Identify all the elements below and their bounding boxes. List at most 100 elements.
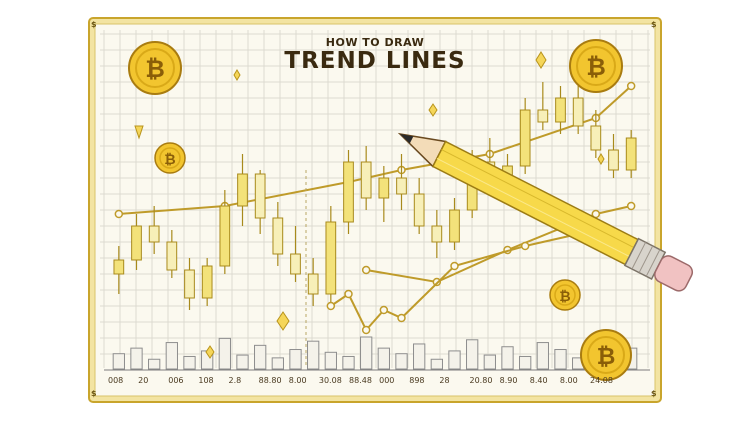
diamond-sparkle-icon bbox=[535, 51, 547, 69]
x-tick-label: 8.00 bbox=[559, 376, 578, 385]
volume-bar bbox=[395, 353, 408, 370]
subtitle-text: HOW TO DRAW bbox=[325, 36, 425, 49]
diamond-sparkle-icon bbox=[597, 153, 605, 165]
volume-bar bbox=[236, 354, 249, 370]
volume-bar bbox=[377, 347, 390, 370]
trendline-point bbox=[379, 305, 389, 315]
trendline-point bbox=[361, 265, 371, 275]
volume-bar bbox=[466, 339, 479, 370]
candle-body bbox=[272, 217, 284, 255]
candle-body bbox=[572, 97, 584, 127]
x-tick-label: 8.40 bbox=[529, 376, 548, 385]
candle-body bbox=[254, 173, 266, 219]
x-tick-label: 30.08 bbox=[318, 376, 342, 385]
candle-body bbox=[148, 225, 160, 243]
candle-body bbox=[360, 161, 372, 199]
volume-bar bbox=[360, 336, 373, 370]
candle-body bbox=[113, 259, 125, 275]
title-text: TREND LINES bbox=[284, 48, 466, 74]
trendline-point bbox=[361, 325, 371, 335]
x-tick-label: 88.48 bbox=[349, 376, 372, 385]
svg-text:₿: ₿ bbox=[164, 152, 175, 168]
svg-text:₿: ₿ bbox=[145, 55, 165, 83]
trendline-point bbox=[626, 81, 636, 91]
candle-body bbox=[378, 177, 390, 199]
candle-body bbox=[343, 161, 354, 223]
pencil-icon bbox=[397, 132, 667, 281]
x-tick-label: 006 bbox=[168, 376, 184, 385]
candle-body bbox=[131, 225, 142, 261]
bitcoin-coin-icon: ₿ bbox=[128, 41, 182, 95]
x-tick-label: 20 bbox=[138, 376, 149, 385]
volume-bar bbox=[183, 355, 196, 370]
volume-bar bbox=[218, 337, 231, 370]
volume-bar bbox=[413, 343, 426, 370]
x-tick-label: 20.80 bbox=[469, 376, 493, 385]
trendline bbox=[330, 233, 579, 332]
volume-bar bbox=[289, 349, 302, 370]
arrow-down-icon bbox=[134, 125, 144, 140]
volume-bar bbox=[519, 355, 532, 370]
diamond-sparkle-icon bbox=[205, 345, 215, 359]
x-tick-label: 898 bbox=[409, 376, 425, 385]
trendline-point bbox=[326, 301, 336, 311]
bitcoin-coin-icon: ₿ bbox=[580, 329, 632, 381]
x-tick-label: 108 bbox=[198, 376, 214, 385]
corner-mark: $ bbox=[91, 389, 97, 398]
trendline-point bbox=[397, 313, 406, 323]
candle-body bbox=[325, 221, 337, 295]
diamond-sparkle-icon bbox=[233, 69, 241, 81]
candle-body bbox=[519, 109, 531, 167]
candle-body bbox=[608, 149, 619, 171]
volume-bar bbox=[342, 355, 355, 370]
volume-bar bbox=[130, 347, 143, 370]
svg-text:₿: ₿ bbox=[586, 53, 606, 81]
candle-body bbox=[537, 109, 549, 123]
diamond-sparkle-icon bbox=[428, 103, 438, 117]
x-tick-label: 2.8 bbox=[228, 376, 242, 385]
volume-bar bbox=[501, 346, 514, 370]
bitcoin-coin-icon: ₿ bbox=[549, 279, 581, 311]
diamond-sparkle-icon bbox=[276, 311, 290, 331]
candle-body bbox=[590, 125, 602, 151]
candle-body bbox=[307, 273, 319, 295]
candle-body bbox=[431, 225, 443, 243]
candle-body bbox=[184, 269, 195, 299]
volume-bar bbox=[554, 349, 567, 370]
x-tick-label: 8.90 bbox=[499, 376, 518, 385]
x-tick-label: 8.00 bbox=[288, 376, 307, 385]
corner-mark: $ bbox=[651, 389, 657, 398]
candle-body bbox=[449, 209, 460, 243]
candlesticks bbox=[113, 82, 637, 310]
trendline-point bbox=[114, 209, 124, 219]
trendline-point bbox=[520, 241, 530, 251]
x-tick-label: 008 bbox=[108, 376, 124, 385]
candle-body bbox=[625, 137, 637, 171]
trendline-point bbox=[344, 289, 353, 299]
svg-text:₿: ₿ bbox=[559, 289, 570, 305]
volume-bar bbox=[448, 350, 461, 370]
x-tick-label: 24.08 bbox=[590, 376, 613, 385]
eraser-icon bbox=[654, 255, 694, 292]
candle-body bbox=[555, 97, 566, 123]
volume-bar bbox=[307, 340, 320, 370]
volume-bar bbox=[430, 358, 443, 370]
volume-bar bbox=[165, 342, 178, 370]
x-tick-label: 28 bbox=[439, 376, 450, 385]
volume-bar bbox=[483, 354, 496, 370]
bitcoin-coin-icon: ₿ bbox=[569, 39, 623, 93]
volume-bar bbox=[536, 342, 549, 370]
corner-mark: $ bbox=[651, 20, 657, 29]
candle-body bbox=[290, 253, 301, 275]
volume-bar bbox=[112, 353, 125, 370]
volume-bar bbox=[148, 358, 161, 370]
candle-body bbox=[219, 205, 231, 267]
svg-text:₿: ₿ bbox=[597, 344, 616, 370]
candle-body bbox=[413, 193, 425, 227]
corner-mark: $ bbox=[91, 20, 97, 29]
x-tick-label: 000 bbox=[379, 376, 395, 385]
x-tick-label: 88.80 bbox=[258, 376, 282, 385]
volume-bar bbox=[324, 351, 337, 370]
bitcoin-coin-icon: ₿ bbox=[154, 142, 186, 174]
candle-body bbox=[166, 241, 178, 271]
